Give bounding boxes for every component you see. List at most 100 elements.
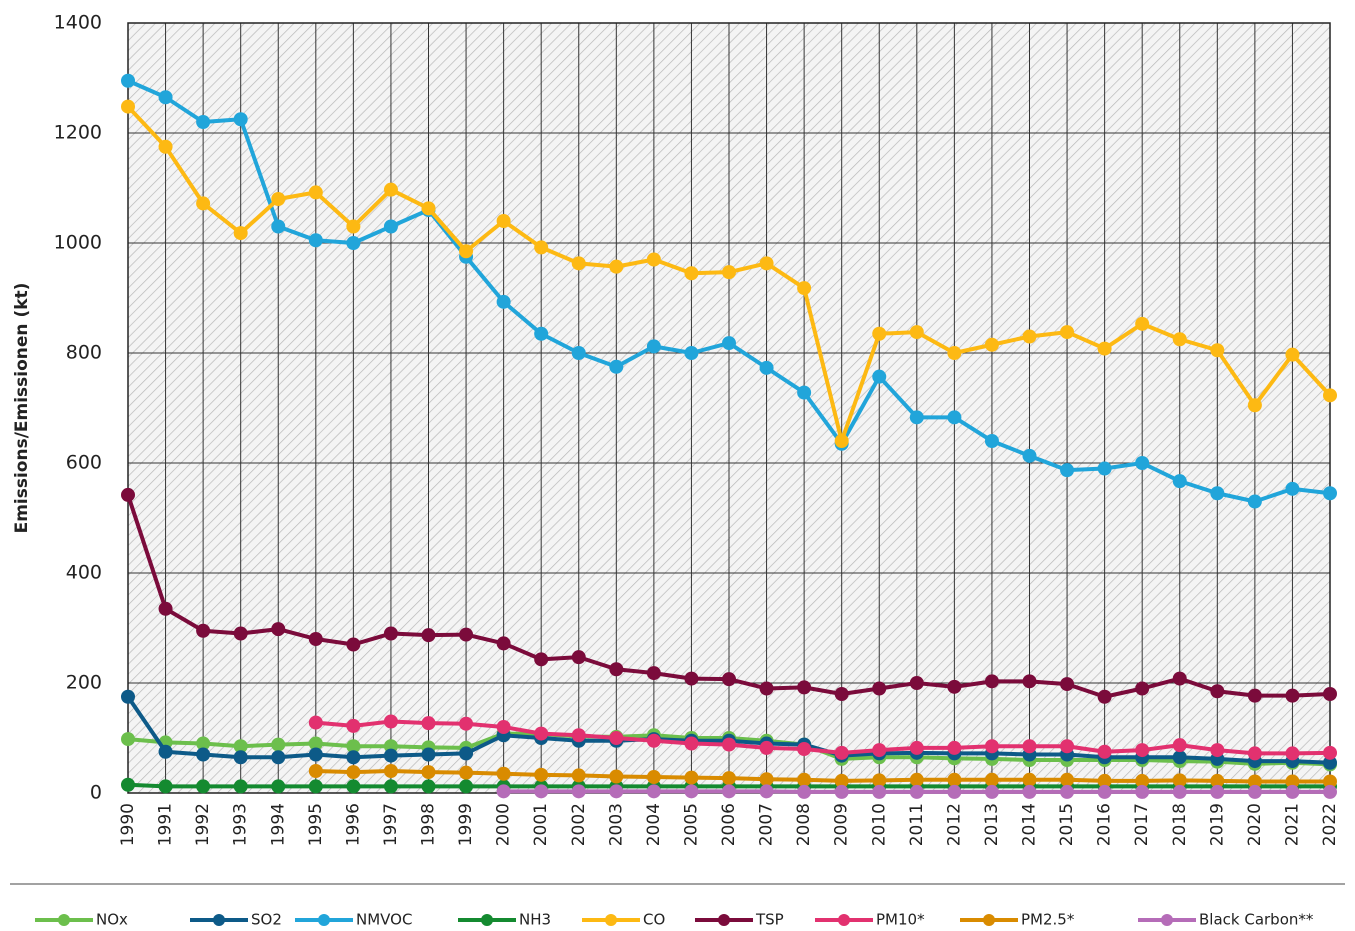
x-tick-label: 2009: [832, 803, 852, 846]
data-point: [947, 679, 962, 694]
data-point: [834, 745, 849, 760]
data-point: [984, 772, 999, 787]
data-point: [1210, 486, 1225, 501]
data-point: [158, 139, 173, 154]
data-point: [1285, 784, 1300, 799]
y-tick-label: 1000: [54, 232, 102, 254]
data-point: [534, 726, 549, 741]
data-point: [571, 346, 586, 360]
data-point: [346, 637, 361, 652]
data-point: [308, 736, 323, 751]
data-point: [121, 689, 135, 704]
data-point: [383, 764, 398, 778]
data-point: [196, 196, 211, 211]
data-point: [1135, 681, 1150, 696]
x-tick-label: 1995: [306, 803, 326, 846]
data-point: [1172, 784, 1187, 799]
data-point: [1247, 688, 1262, 703]
data-point: [1097, 689, 1112, 704]
data-point: [947, 740, 962, 755]
data-point: [1097, 773, 1112, 788]
data-point: [121, 73, 135, 88]
legend-label: NOx: [96, 911, 128, 929]
x-tick-label: 2016: [1095, 803, 1115, 846]
data-point: [984, 784, 999, 799]
data-point: [233, 779, 248, 794]
y-tick-label: 0: [90, 782, 102, 804]
x-tick-label: 1997: [381, 803, 401, 846]
data-point: [571, 768, 586, 783]
data-point: [383, 626, 398, 641]
y-axis-label: Emissions/Emissionen (kt): [12, 283, 32, 534]
data-point: [1210, 343, 1225, 358]
data-point: [609, 731, 624, 745]
data-point: [722, 737, 736, 752]
data-point: [722, 336, 736, 351]
data-point: [308, 233, 323, 248]
x-tick-label: 2019: [1207, 803, 1227, 846]
data-point: [1022, 448, 1037, 463]
data-point: [1022, 784, 1037, 799]
legend-label: NMVOC: [356, 911, 412, 929]
data-point: [684, 770, 699, 785]
data-point: [421, 628, 436, 643]
data-point: [1135, 743, 1150, 758]
legend-marker: [213, 914, 225, 926]
data-point: [759, 784, 774, 799]
data-point: [646, 666, 661, 681]
data-point: [1323, 687, 1337, 701]
data-point: [947, 772, 962, 787]
data-point: [346, 219, 361, 234]
data-point: [1210, 773, 1225, 788]
data-point: [459, 244, 474, 259]
x-tick-label: 2013: [982, 803, 1002, 846]
x-tick-label: 2020: [1245, 803, 1265, 846]
data-point: [271, 192, 286, 206]
legend-label: Black Carbon**: [1199, 911, 1314, 929]
data-point: [308, 747, 323, 762]
data-point: [496, 214, 511, 228]
x-tick-label: 2002: [569, 803, 589, 846]
data-point: [1247, 398, 1262, 413]
data-point: [909, 784, 924, 799]
x-tick-label: 2003: [606, 803, 626, 846]
x-tick-label: 2012: [944, 803, 964, 846]
data-point: [609, 662, 624, 677]
x-tick-label: 2004: [644, 803, 664, 846]
legend-label: PM2.5*: [1021, 911, 1075, 929]
data-point: [1060, 772, 1075, 787]
data-point: [759, 360, 774, 375]
data-point: [496, 784, 511, 799]
x-tick-label: 1998: [419, 803, 439, 846]
series-line: [315, 719, 1331, 756]
legend-marker: [481, 914, 493, 926]
data-point: [534, 652, 549, 667]
data-point: [459, 765, 474, 780]
data-point: [1172, 750, 1187, 765]
data-point: [1247, 784, 1262, 799]
x-tick-label: 1993: [231, 803, 251, 846]
data-point: [308, 779, 323, 794]
data-point: [646, 252, 661, 267]
legend-marker: [718, 914, 730, 926]
data-point: [421, 716, 436, 731]
y-tick-label: 1200: [54, 122, 102, 144]
data-point: [1285, 347, 1300, 362]
data-point: [496, 294, 511, 309]
data-point: [609, 784, 624, 799]
data-point: [1172, 332, 1187, 347]
data-point: [1022, 772, 1037, 787]
data-point: [1022, 674, 1037, 689]
data-point: [872, 369, 887, 384]
data-point: [346, 779, 361, 794]
x-tick-label: 1999: [456, 803, 476, 846]
data-point: [459, 779, 474, 794]
data-point: [909, 325, 924, 340]
data-point: [834, 687, 849, 701]
data-point: [1135, 773, 1150, 788]
data-point: [158, 744, 173, 759]
data-point: [308, 185, 323, 200]
data-point: [308, 764, 323, 778]
data-point: [609, 259, 624, 274]
